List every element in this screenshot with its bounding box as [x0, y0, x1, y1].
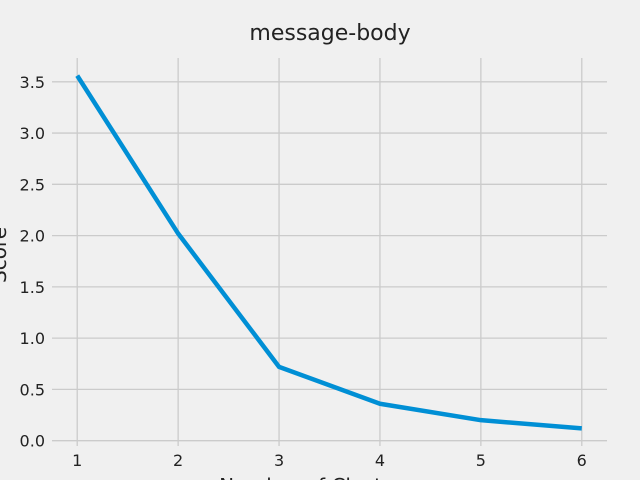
- y-axis-label: Score: [0, 227, 11, 283]
- y-tick-label: 2.0: [20, 227, 45, 246]
- y-tick-label: 1.0: [20, 329, 45, 348]
- y-tick-label: 3.0: [20, 124, 45, 143]
- y-tick-label: 0.0: [20, 432, 45, 451]
- x-tick-label: 3: [274, 451, 284, 470]
- x-tick-label: 5: [476, 451, 486, 470]
- x-tick-label: 1: [72, 451, 82, 470]
- x-axis-label: Number of Clusters: [219, 474, 413, 480]
- y-tick-label: 1.5: [20, 278, 45, 297]
- y-tick-label: 2.5: [20, 175, 45, 194]
- y-tick-label: 3.5: [20, 73, 45, 92]
- chart-title: message-body: [249, 21, 410, 46]
- x-tick-label: 6: [577, 451, 587, 470]
- x-tick-label: 2: [173, 451, 183, 470]
- line-series: [75, 74, 582, 431]
- x-tick-label: 4: [375, 451, 385, 470]
- y-tick-label: 0.5: [20, 380, 45, 399]
